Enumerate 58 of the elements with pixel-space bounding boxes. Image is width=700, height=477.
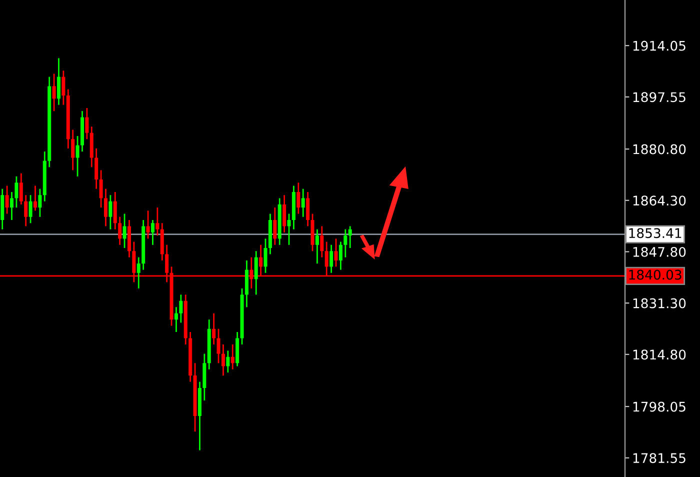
y-tick-label: 1864.30 xyxy=(633,196,686,206)
candlestick xyxy=(33,185,38,212)
candlestick xyxy=(306,191,310,227)
candlestick xyxy=(71,129,75,171)
candlestick xyxy=(320,226,324,258)
candlestick xyxy=(254,250,258,296)
candlestick xyxy=(14,176,18,208)
candlestick xyxy=(221,344,225,376)
y-tick-label: 1814.80 xyxy=(633,350,686,360)
candlestick xyxy=(28,194,32,224)
candlestick xyxy=(85,107,89,140)
candlestick xyxy=(146,210,150,240)
candlestick xyxy=(287,213,291,246)
candlestick xyxy=(273,206,277,246)
candlestick xyxy=(10,191,14,221)
candlestick xyxy=(216,328,220,364)
candlestick xyxy=(296,182,300,214)
candlestick xyxy=(174,306,178,333)
candlestick xyxy=(315,228,319,264)
candlestick xyxy=(118,216,122,246)
candlestick xyxy=(113,191,117,230)
candlestick xyxy=(104,188,108,227)
candlestick xyxy=(264,238,268,274)
candlestick xyxy=(212,312,216,346)
ref-line-label: 1840.03 xyxy=(629,270,682,280)
candlestick xyxy=(108,194,112,230)
candlestick xyxy=(5,185,9,214)
y-tick-label: 1847.80 xyxy=(633,246,686,257)
candlestick xyxy=(62,70,66,106)
candlestick xyxy=(156,206,160,236)
y-tick-label: 1798.05 xyxy=(633,402,686,412)
y-tick-label: 1914.05 xyxy=(633,40,686,51)
candlestick xyxy=(24,194,28,227)
candlestick xyxy=(76,135,80,178)
candlestick xyxy=(99,170,103,208)
candlestick xyxy=(338,241,342,270)
candlestick xyxy=(38,188,42,218)
ref-line-label: 1853.41 xyxy=(629,228,682,238)
candlestick xyxy=(230,344,234,370)
candlestick xyxy=(179,294,183,324)
candlestick xyxy=(122,213,126,249)
y-tick-label: 1831.30 xyxy=(633,298,686,308)
y-tick-label: 1880.80 xyxy=(633,144,686,154)
candlestick xyxy=(334,238,338,268)
candlestick xyxy=(301,188,305,218)
candlestick xyxy=(56,57,61,106)
candlestick xyxy=(52,73,56,112)
candlestick xyxy=(348,226,352,249)
candlestick xyxy=(344,228,348,258)
y-tick-label: 1781.55 xyxy=(633,453,686,464)
candlestick xyxy=(330,244,334,274)
y-tick-label: 1897.55 xyxy=(633,92,686,102)
candlestick xyxy=(19,172,23,206)
candlestick xyxy=(282,194,286,234)
candlestick xyxy=(94,148,98,190)
candlestick xyxy=(150,219,154,246)
candlestick xyxy=(226,350,230,374)
candlestick xyxy=(136,256,140,290)
